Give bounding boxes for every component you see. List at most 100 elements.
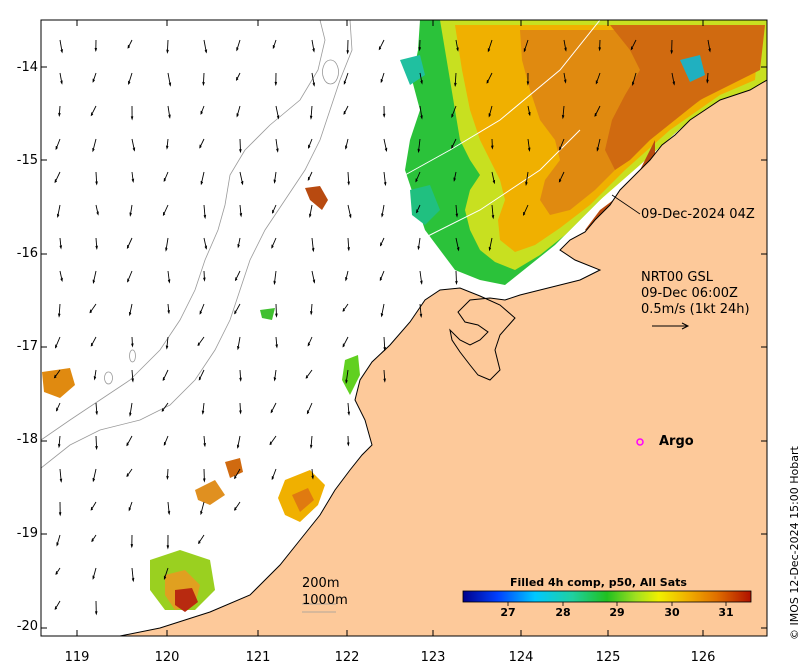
- current-vector: [59, 72, 63, 84]
- current-vector: [129, 303, 133, 315]
- current-vector: [237, 336, 241, 349]
- colorbar-tick: 28: [555, 606, 571, 619]
- current-vector-head: [276, 115, 280, 120]
- current-vector: [203, 435, 206, 446]
- current-vector-head: [594, 113, 597, 117]
- current-vector: [343, 105, 349, 115]
- current-vector-head: [163, 441, 167, 446]
- current-vector-head: [309, 115, 313, 120]
- current-vector-head: [305, 375, 309, 379]
- current-vector: [162, 369, 169, 381]
- current-vector: [419, 270, 423, 284]
- current-vector: [91, 534, 97, 542]
- current-vector: [419, 72, 423, 84]
- current-vector-head: [204, 245, 208, 250]
- current-vector: [131, 369, 134, 382]
- current-vector: [200, 501, 205, 515]
- current-vector-head: [418, 46, 422, 52]
- current-vector: [563, 72, 567, 83]
- current-vector-head: [271, 209, 275, 214]
- current-vector-head: [126, 473, 129, 478]
- lon-label: 120: [154, 650, 180, 665]
- current-vector: [131, 138, 135, 151]
- current-vector-head: [492, 179, 496, 185]
- current-vector: [305, 369, 313, 379]
- lat-label: -19: [16, 526, 38, 541]
- current-vector: [269, 435, 277, 445]
- current-vector: [202, 402, 205, 414]
- current-vector: [166, 138, 169, 149]
- current-vector: [235, 270, 241, 281]
- current-vector-head: [309, 444, 313, 450]
- current-vector-head: [236, 47, 239, 52]
- current-vector-head: [312, 82, 316, 87]
- lat-label: -18: [16, 432, 38, 447]
- current-vector-head: [307, 342, 311, 347]
- current-vector: [630, 39, 637, 50]
- current-vector-head: [380, 313, 384, 318]
- lat-label: -15: [16, 153, 38, 168]
- argo-marker: [636, 438, 644, 446]
- current-vector-head: [273, 377, 277, 382]
- current-vector: [527, 138, 530, 151]
- current-vector-head: [55, 571, 58, 575]
- current-vector-head: [198, 376, 202, 381]
- current-vector: [418, 138, 421, 152]
- current-vector: [202, 72, 205, 85]
- current-time-label: 09-Dec 06:00Z: [641, 286, 738, 301]
- current-vector: [307, 336, 313, 346]
- current-vector-head: [275, 344, 278, 349]
- current-vector: [489, 237, 493, 250]
- current-vector: [451, 138, 457, 149]
- current-vector: [271, 237, 277, 248]
- current-vector: [59, 468, 62, 482]
- current-vector: [203, 237, 207, 249]
- current-vector-head: [346, 50, 350, 55]
- current-vector-head: [272, 45, 276, 50]
- pass-time-label: 09-Dec-2024 04Z: [641, 207, 755, 222]
- current-vector: [419, 303, 422, 317]
- current-vector-head: [306, 410, 310, 415]
- current-vector-head: [94, 47, 98, 53]
- lon-label: 123: [420, 650, 446, 665]
- current-vector: [311, 468, 314, 479]
- current-vector-head: [456, 247, 460, 252]
- current-vector-head: [451, 144, 454, 149]
- current-vector-head: [420, 80, 423, 85]
- current-vector-head: [525, 181, 528, 186]
- current-vector: [237, 237, 241, 248]
- current-vector-head: [163, 177, 167, 183]
- current-vector-head: [92, 78, 95, 83]
- current-vector: [486, 72, 493, 84]
- current-vector: [234, 501, 241, 511]
- current-vector: [59, 237, 62, 249]
- current-vector-head: [197, 342, 200, 346]
- lon-label: 119: [64, 650, 90, 665]
- current-vector: [167, 501, 170, 514]
- current-vector-head: [166, 545, 170, 550]
- current-vector-head: [128, 507, 132, 512]
- current-vector-head: [379, 277, 383, 282]
- current-vector: [166, 336, 169, 349]
- current-vector: [415, 171, 421, 182]
- current-vector-head: [92, 147, 95, 153]
- current-vector: [455, 237, 460, 251]
- current-vector-head: [311, 475, 314, 480]
- current-vector-head: [131, 378, 134, 383]
- current-vector-head: [54, 606, 58, 610]
- current-vector: [380, 237, 385, 246]
- current-vector: [198, 369, 205, 380]
- current-vector-head: [126, 244, 130, 249]
- current-vector-head: [310, 310, 313, 316]
- current-vector-head: [166, 49, 169, 54]
- lon-label: 124: [508, 650, 534, 665]
- lat-label: -16: [16, 246, 38, 261]
- colorbar: [462, 590, 752, 603]
- current-vector-head: [561, 114, 565, 120]
- current-vector: [379, 270, 385, 281]
- current-vector-head: [128, 311, 132, 317]
- current-vector: [275, 303, 277, 317]
- current-vector-head: [415, 178, 418, 183]
- current-vector-head: [454, 82, 457, 87]
- current-vector-head: [90, 342, 94, 347]
